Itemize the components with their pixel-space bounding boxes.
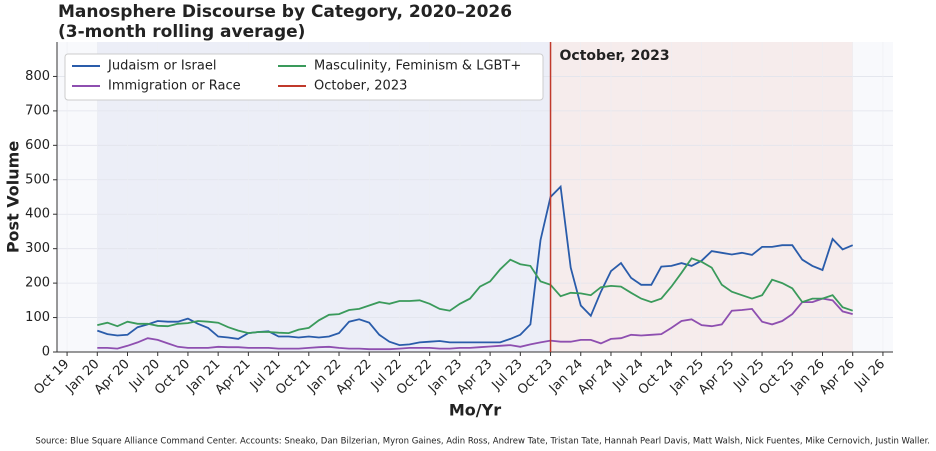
y-tick-label: 100	[25, 310, 50, 325]
series-line	[97, 297, 853, 351]
y-tick-label: 600	[25, 138, 50, 153]
legend-label: Immigration or Race	[108, 79, 241, 94]
x-axis-label: Mo/Yr	[449, 401, 501, 420]
x-tick-label: Oct 19	[31, 357, 72, 398]
chart-title: Manosphere Discourse by Category, 2020–2…	[58, 2, 512, 22]
chart-subtitle: (3-month rolling average)	[58, 22, 305, 42]
y-tick-label: 800	[25, 69, 50, 84]
event-label: October, 2023	[560, 48, 670, 64]
y-tick-label: 300	[25, 241, 50, 256]
legend-box	[64, 53, 544, 101]
y-tick-label: 500	[25, 172, 50, 187]
y-axis-label: Post Volume	[4, 141, 23, 254]
legend-label: October, 2023	[314, 79, 407, 94]
y-tick-label: 0	[42, 345, 50, 360]
legend-label: Judaism or Israel	[107, 59, 216, 74]
y-tick-label: 200	[25, 276, 50, 291]
y-tick-label: 700	[25, 103, 50, 118]
legend-label: Masculinity, Feminism & LGBT+	[314, 59, 521, 74]
y-tick-label: 400	[25, 207, 50, 222]
series-line	[97, 184, 854, 347]
series-line	[97, 257, 853, 335]
source-note: Source: Blue Square Alliance Command Cen…	[35, 437, 930, 447]
x-tick-label: Jul 26	[851, 357, 888, 394]
